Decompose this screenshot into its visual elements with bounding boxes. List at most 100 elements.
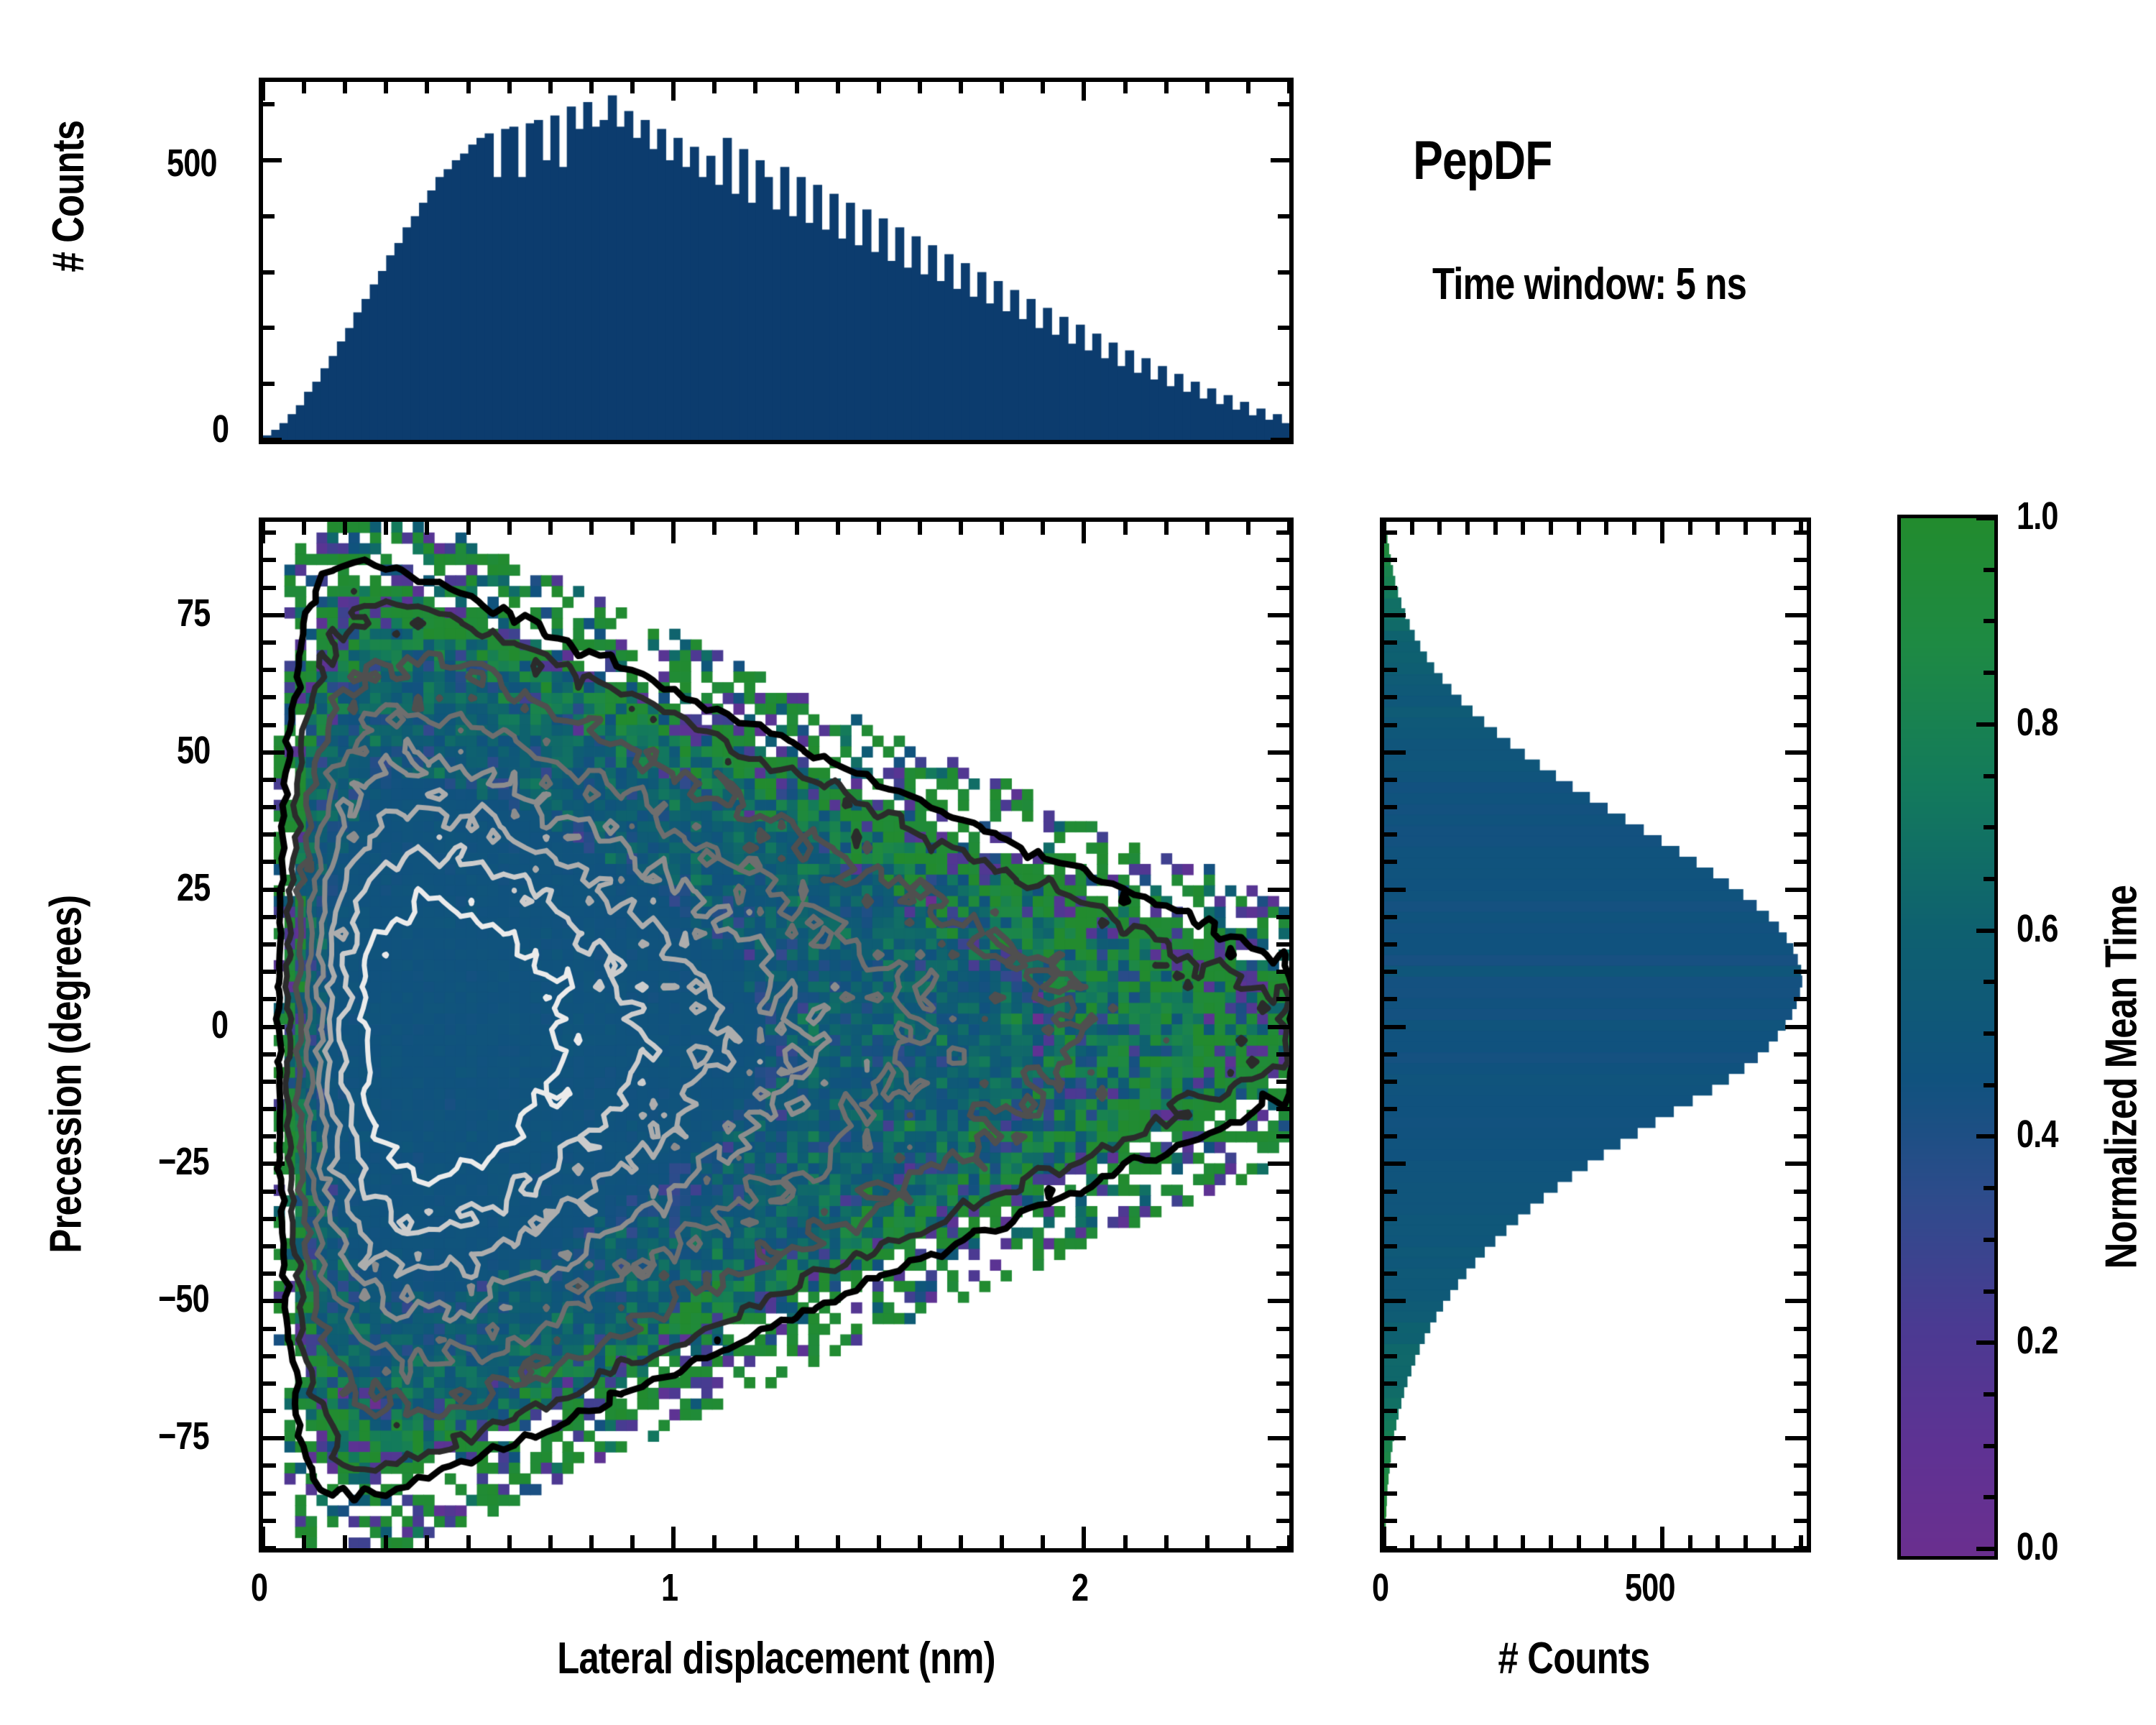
main-xtick-0: 0	[251, 1566, 268, 1609]
main-heatmap-panel	[259, 518, 1294, 1552]
axis-tick	[1384, 1079, 1397, 1084]
y-marginal-histogram-bars	[1384, 522, 1807, 1548]
axis-tick	[1785, 1162, 1807, 1167]
axis-tick	[1384, 1436, 1406, 1441]
main-panel-xlabel: Lateral displacement (nm)	[557, 1634, 995, 1683]
axis-tick	[1794, 1079, 1807, 1084]
axis-tick	[1276, 777, 1289, 782]
axis-tick	[1794, 1216, 1807, 1221]
page-subtitle: Time window: 5 ns	[1432, 259, 1747, 309]
x-marginal-histogram-bars	[263, 82, 1289, 440]
axis-tick	[1984, 567, 1998, 572]
axis-tick	[1384, 558, 1397, 563]
axis-tick	[1276, 1353, 1289, 1358]
axis-tick	[1268, 1024, 1289, 1029]
axis-tick	[263, 860, 276, 865]
colorbar-tick-0_2: 0.2	[2017, 1319, 2058, 1363]
axis-tick	[1785, 750, 1807, 755]
axis-tick	[1794, 1326, 1807, 1331]
axis-tick	[1276, 1546, 1289, 1550]
colorbar	[1897, 515, 1998, 1560]
axis-tick	[1384, 1546, 1397, 1550]
axis-tick	[1794, 942, 1807, 947]
axis-tick	[1384, 695, 1397, 700]
axis-tick	[1204, 522, 1210, 535]
axis-tick	[1276, 558, 1289, 563]
axis-tick	[712, 82, 717, 93]
axis-tick	[1276, 1326, 1289, 1331]
axis-tick	[1984, 773, 1998, 778]
axis-tick	[1984, 980, 1998, 985]
axis-tick	[1082, 1527, 1087, 1548]
axis-tick	[1276, 1244, 1289, 1248]
top-ytick-0: 0	[212, 408, 229, 451]
axis-tick	[1794, 860, 1807, 865]
axis-tick	[1384, 997, 1397, 1002]
axis-tick	[466, 82, 471, 93]
axis-tick	[384, 1535, 389, 1548]
axis-tick	[835, 522, 840, 535]
axis-tick	[1268, 1299, 1289, 1304]
axis-tick	[1276, 668, 1289, 673]
axis-tick	[1276, 722, 1289, 727]
x-marginal-histogram-panel	[259, 78, 1294, 444]
axis-tick	[1794, 585, 1807, 590]
axis-tick	[1521, 1535, 1526, 1548]
axis-tick	[753, 1535, 758, 1548]
axis-tick	[1384, 530, 1397, 535]
axis-tick	[263, 326, 275, 331]
axis-tick	[1794, 970, 1807, 975]
axis-tick	[1984, 1186, 1998, 1191]
axis-tick	[263, 530, 276, 535]
axis-tick	[261, 82, 265, 101]
axis-tick	[630, 82, 635, 93]
axis-tick	[263, 1381, 276, 1386]
axis-tick	[1384, 585, 1397, 590]
axis-tick	[794, 82, 799, 93]
axis-tick	[1384, 1381, 1397, 1386]
main-ytick-0: 0	[211, 1003, 229, 1046]
axis-tick	[1268, 1162, 1289, 1167]
axis-tick	[1276, 1134, 1289, 1139]
axis-tick	[1984, 671, 1998, 676]
axis-tick	[1276, 1052, 1289, 1057]
axis-tick	[753, 82, 758, 93]
axis-tick	[1794, 530, 1807, 535]
axis-tick	[1276, 1463, 1289, 1468]
axis-tick	[1276, 942, 1289, 947]
right-panel-xlabel: # Counts	[1498, 1634, 1651, 1683]
axis-tick	[263, 558, 276, 563]
axis-tick	[1276, 1216, 1289, 1221]
axis-tick	[1041, 82, 1046, 93]
colorbar-tick-0_6: 0.6	[2017, 906, 2058, 950]
axis-tick	[1521, 522, 1526, 535]
axis-tick	[263, 1107, 276, 1112]
axis-tick	[548, 1535, 553, 1548]
axis-tick	[1204, 1535, 1210, 1548]
axis-tick	[1384, 1216, 1397, 1221]
axis-tick	[1632, 522, 1637, 535]
axis-tick	[1276, 695, 1289, 700]
axis-tick	[1000, 1535, 1005, 1548]
axis-tick	[1384, 1162, 1406, 1167]
axis-tick	[1278, 102, 1289, 107]
axis-tick	[1268, 750, 1289, 755]
axis-tick	[1409, 522, 1414, 535]
right-xtick-0: 0	[1372, 1566, 1389, 1609]
axis-tick	[302, 522, 307, 535]
axis-tick	[794, 522, 799, 535]
axis-tick	[343, 82, 348, 93]
axis-tick	[1384, 805, 1397, 810]
axis-tick	[1276, 860, 1289, 865]
axis-tick	[1164, 522, 1169, 535]
axis-tick	[1000, 82, 1005, 93]
axis-tick	[1268, 612, 1289, 617]
axis-tick	[1268, 887, 1289, 892]
axis-tick	[343, 1535, 348, 1548]
axis-tick	[1123, 82, 1128, 93]
axis-tick	[794, 1535, 799, 1548]
axis-tick	[1794, 997, 1807, 1002]
axis-tick	[263, 997, 276, 1002]
axis-tick	[1123, 1535, 1128, 1548]
axis-tick	[1632, 1535, 1637, 1548]
